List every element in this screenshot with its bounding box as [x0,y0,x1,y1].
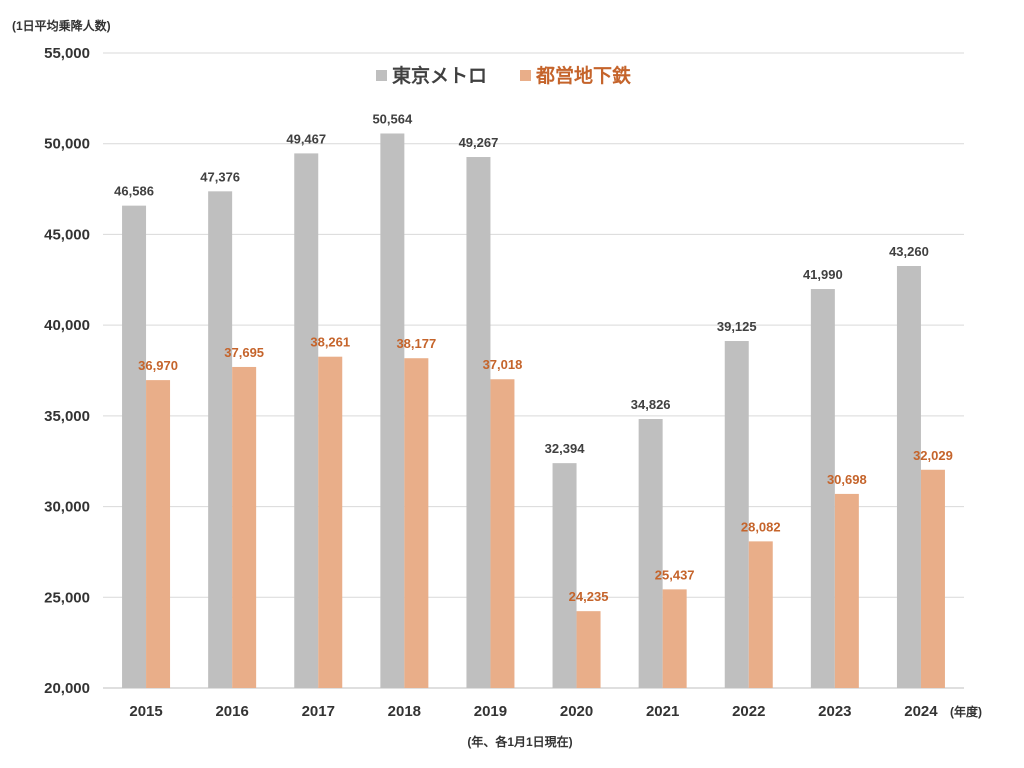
x-tick-label: 2015 [129,703,162,720]
data-label: 36,970 [138,358,178,373]
bar-toei-2019 [490,379,515,688]
x-tick-label: 2024 [904,703,938,720]
data-label: 49,267 [459,135,499,150]
x-tick-label: 2018 [388,703,421,720]
bar-toei-2021 [662,589,687,688]
bar-metro-2022 [724,341,749,688]
data-label: 25,437 [655,567,695,582]
x-tick-label: 2023 [818,703,851,720]
data-label: 37,018 [483,357,523,372]
data-label: 30,698 [827,472,867,487]
data-label: 50,564 [372,111,413,126]
legend: 東京メトロ 都営地下鉄 [376,64,631,87]
data-label: 28,082 [741,519,781,534]
x-tick-label: 2022 [732,703,765,720]
x-tick-label: 2019 [474,703,507,720]
bar-metro-2016 [208,191,233,688]
y-tick-label: 50,000 [44,136,90,153]
bar-toei-2018 [404,358,429,688]
bar-toei-2024 [920,469,945,688]
x-tick-label: 2017 [302,703,335,720]
legend-swatch [520,70,531,81]
bar-metro-2021 [638,419,663,688]
y-unit-label: (1日平均乗降人数) [12,18,111,33]
bar-toei-2017 [318,356,343,688]
bar-metro-2023 [810,289,835,688]
legend-label: 東京メトロ [392,64,487,87]
data-label: 34,826 [631,397,671,412]
data-label: 46,586 [114,184,154,199]
bars [122,133,945,689]
bar-toei-2015 [146,380,171,688]
y-tick-label: 20,000 [44,680,90,697]
data-labels: 46,586 36,970 47,376 37,695 49,467 38,261 50,5… [114,111,953,604]
bar-metro-2020 [552,463,577,688]
data-label: 38,177 [396,336,436,351]
bar-metro-2017 [294,153,319,689]
y-tick-label: 45,000 [44,226,90,243]
y-tick-label: 30,000 [44,499,90,516]
data-label: 49,467 [286,131,326,146]
bar-toei-2022 [748,541,773,688]
bar-metro-2015 [122,205,147,689]
legend-label: 都営地下鉄 [535,64,631,87]
y-axis-ticks: 20,000 25,000 30,000 35,000 40,000 45,000 50,0… [44,45,90,697]
bar-metro-2018 [380,133,405,689]
y-tick-label: 35,000 [44,408,90,425]
data-label: 32,029 [913,448,953,463]
bar-metro-2024 [896,265,921,688]
x-axis-ticks: 2015 2016 2017 2018 2019 2020 2021 2022 2023 2024 [129,703,938,720]
x-tick-label: 2016 [215,703,248,720]
data-label: 32,394 [545,441,586,456]
data-label: 24,235 [569,589,609,604]
footnote: (年、各1月1日現在) [467,734,572,749]
x-tick-label: 2021 [646,703,679,720]
y-tick-label: 40,000 [44,317,90,334]
data-label: 43,260 [889,244,929,259]
data-label: 41,990 [803,267,843,282]
bar-toei-2020 [576,611,601,688]
x-unit-label: (年度) [950,704,982,719]
data-label: 39,125 [717,319,757,334]
bar-metro-2019 [466,157,491,688]
y-tick-label: 25,000 [44,589,90,606]
data-label: 47,376 [200,169,240,184]
data-label: 37,695 [224,345,264,360]
bar-toei-2016 [232,366,257,688]
x-tick-label: 2020 [560,703,593,720]
data-label: 38,261 [310,335,350,350]
y-tick-label: 55,000 [44,45,90,62]
bar-toei-2023 [834,493,859,688]
legend-swatch [376,70,387,81]
